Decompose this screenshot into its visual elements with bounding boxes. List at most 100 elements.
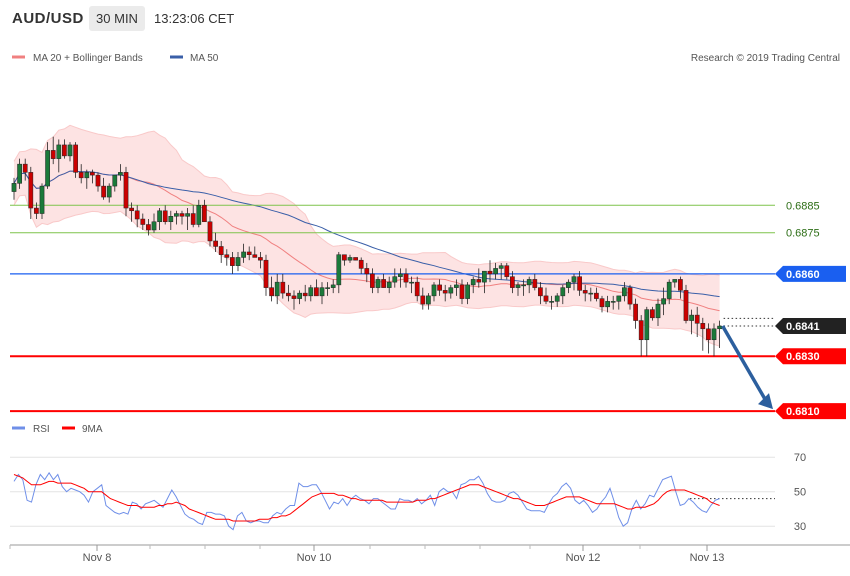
candle: [414, 276, 420, 302]
candle: [101, 177, 106, 200]
candle-body: [694, 314, 700, 324]
candle-body: [459, 284, 465, 299]
support-label: 0.6810: [786, 406, 820, 418]
candle: [442, 284, 448, 302]
time-axis: Nov 8 Nov 10 Nov 12 Nov 13: [9, 544, 850, 564]
bollinger-upper-line: [13, 124, 720, 277]
candle: [700, 317, 706, 351]
candle-body: [582, 290, 588, 294]
candle-body: [465, 284, 470, 299]
candle: [179, 210, 185, 225]
candle: [370, 268, 375, 294]
candle-body: [302, 292, 308, 297]
rsi-ma-legend-label: 9MA: [82, 424, 103, 435]
candle-body: [661, 298, 666, 305]
candle-body: [683, 290, 689, 321]
candle-body: [263, 259, 269, 288]
candle-body: [560, 287, 566, 297]
pivot-tag: [775, 265, 846, 282]
candle-body: [616, 295, 622, 302]
candle-body: [689, 314, 694, 321]
candle-body: [207, 221, 213, 242]
candle: [196, 199, 202, 228]
candle: [112, 174, 118, 192]
candle-body: [134, 210, 140, 220]
projection-arrow-head: [758, 393, 773, 410]
candle-body: [588, 292, 594, 295]
candle: [129, 202, 134, 222]
candle: [498, 262, 504, 280]
timeframe-button[interactable]: 30 MIN: [89, 6, 145, 31]
candle-body: [62, 144, 67, 157]
candle: [274, 273, 280, 305]
candle: [291, 290, 297, 310]
candle: [515, 282, 521, 296]
candle-body: [515, 284, 521, 288]
candle-body: [39, 185, 45, 214]
support-tag: [775, 403, 846, 420]
last-price-tag: [775, 318, 846, 335]
candle-body: [538, 287, 543, 297]
candle: [375, 276, 381, 294]
candle-body: [599, 298, 605, 308]
candle-body: [118, 172, 123, 176]
candle-body: [274, 281, 280, 297]
ma20-legend-label: MA 20 + Bollinger Bands: [33, 53, 143, 64]
candle-body: [526, 279, 532, 286]
candle-body: [330, 284, 336, 288]
candle: [470, 276, 476, 294]
candle-body: [140, 218, 146, 225]
candle-body: [470, 279, 476, 286]
candle-body: [202, 205, 207, 223]
candle: [571, 273, 577, 291]
candle: [381, 273, 386, 288]
rsi-y-ticks: 70 50 30: [10, 452, 806, 533]
candle: [286, 284, 291, 302]
candle: [364, 262, 370, 283]
candle-body: [157, 210, 162, 223]
candle-body: [706, 328, 711, 341]
resistance-label: 0.6885: [786, 200, 820, 212]
candle-body: [34, 207, 39, 214]
candle: [73, 142, 78, 178]
candle-body: [56, 144, 62, 159]
candle-body: [112, 174, 118, 187]
rsi-tick-label: 50: [794, 487, 806, 499]
candle-body: [106, 185, 112, 198]
rsi-tick-label: 30: [794, 521, 806, 533]
candle: [711, 323, 717, 357]
candle: [706, 323, 711, 354]
price-legend: MA 20 + Bollinger Bands MA 50 Research ©…: [12, 53, 840, 64]
candle-body: [179, 213, 185, 217]
candle-body: [622, 287, 627, 297]
candle-body: [151, 221, 157, 231]
candle: [683, 284, 689, 324]
candle: [661, 287, 666, 316]
candle: [319, 282, 325, 305]
candle-body: [280, 281, 286, 294]
candle: [549, 295, 554, 310]
candle: [218, 240, 224, 263]
candle-body: [11, 183, 17, 192]
candle-body: [252, 254, 258, 258]
pivot-label: 0.6860: [786, 269, 820, 281]
candle: [106, 183, 112, 203]
candle: [56, 139, 62, 173]
candle: [437, 279, 442, 296]
candle: [28, 166, 34, 220]
candle-body: [543, 295, 549, 302]
candle-body: [644, 309, 650, 341]
candle: [588, 287, 594, 302]
candle-body: [168, 216, 174, 223]
candle: [146, 219, 151, 236]
candle: [45, 142, 50, 189]
candle: [627, 284, 633, 310]
candle-body: [235, 257, 241, 266]
candle: [638, 315, 644, 357]
candle-body: [297, 292, 302, 299]
candle-body: [95, 174, 101, 187]
projection: [721, 325, 773, 410]
candle: [168, 210, 174, 230]
candle: [672, 279, 678, 288]
